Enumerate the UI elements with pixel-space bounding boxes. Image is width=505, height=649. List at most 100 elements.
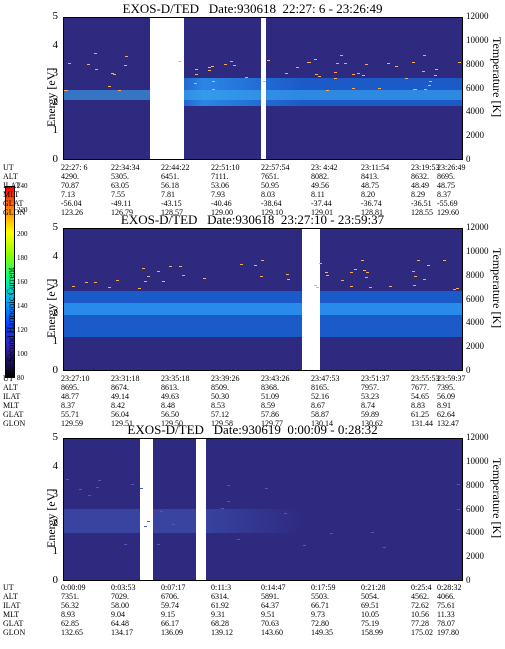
ephemeris-row-label: ILAT	[3, 181, 21, 190]
noise-speck	[435, 68, 439, 70]
ephemeris-value: 64.37	[261, 601, 279, 610]
noise-speck	[394, 66, 398, 68]
noise-speck	[414, 275, 418, 277]
ephemeris-value: 130.62	[361, 419, 383, 428]
noise-speck	[389, 286, 393, 288]
ephemeris-row-label: ILAT	[3, 601, 21, 610]
y2-tick-label: 4000	[466, 317, 484, 328]
ephemeris-value: 129.60	[437, 208, 459, 217]
noise-speck	[424, 89, 428, 91]
y-tick-label: 3	[52, 488, 59, 501]
ephemeris-value: 52.16	[311, 392, 329, 401]
noise-speck	[230, 60, 234, 62]
ephemeris-value: 7111.	[211, 172, 229, 181]
ephemeris-value: 129.77	[261, 419, 283, 428]
y2-tick-label: 10000	[466, 455, 489, 466]
noise-speck	[115, 279, 119, 281]
ephemeris-row: MLT 8.93 9.04 9.15 9.31 9.51 9.73 10.05 10.56 11.…	[0, 610, 505, 619]
y2-tick-label: 6000	[466, 503, 484, 514]
ephemeris-value: 7.55	[111, 190, 125, 199]
noise-speck	[194, 83, 198, 85]
y-tick-label: 5	[52, 431, 59, 443]
noise-speck	[208, 66, 212, 68]
noise-speck	[412, 270, 416, 272]
ephemeris-value: 9.73	[311, 610, 325, 619]
ephemeris-row-label: ILAT	[3, 392, 21, 401]
panel2-spectrogram	[63, 228, 463, 371]
ephemeris-value: 8.29	[411, 190, 425, 199]
noise-speck	[334, 78, 338, 80]
y-tick-label: 4	[52, 38, 59, 51]
y2-tick-label: 12000	[466, 222, 489, 232]
ephemeris-row: GLAT 55.71 56.04 56.50 57.12 57.86 58.87 59.89 6…	[0, 410, 505, 419]
ephemeris-value: 78.07	[437, 619, 455, 628]
ephemeris-value: 8695.	[437, 172, 455, 181]
ephemeris-row: GLAT 62.85 64.48 66.17 68.28 70.63 72.80 75.19 7…	[0, 619, 505, 628]
ephemeris-value: 4066.	[437, 592, 455, 601]
y-tick-label: 4	[52, 249, 59, 262]
noise-speck	[364, 64, 368, 66]
ephemeris-value: 7957.	[361, 383, 379, 392]
ephemeris-value: 49.56	[311, 181, 329, 190]
noise-speck	[404, 78, 408, 80]
ephemeris-value: 129.10	[261, 208, 283, 217]
y2-tick-label: 4000	[466, 106, 484, 117]
ephemeris-value: 129.51	[111, 419, 133, 428]
ephemeris-value: 64.48	[111, 619, 129, 628]
y2-tick-label: 4000	[466, 527, 484, 538]
colorbar-tick-label: 240	[17, 182, 28, 190]
noise-speck	[88, 495, 92, 497]
y2-tick-label: 2000	[466, 341, 484, 352]
ephemeris-value: 48.49	[411, 181, 429, 190]
noise-speck	[325, 274, 329, 276]
noise-speck	[182, 275, 186, 277]
noise-speck	[456, 508, 460, 510]
ephemeris-value: 51.09	[261, 392, 279, 401]
noise-speck	[456, 484, 460, 486]
colorbar-tick-label: 220	[17, 206, 28, 214]
noise-speck	[156, 543, 160, 545]
noise-speck	[97, 479, 101, 481]
noise-speck	[285, 274, 289, 276]
noise-speck	[93, 282, 97, 284]
panel3-title: EXOS-D/TED Date:930619 0:00:09 - 0:28:32	[127, 422, 378, 437]
ephemeris-value: 8.11	[311, 190, 325, 199]
ephemeris-value: 7.81	[161, 190, 175, 199]
ephemeris-value: 8695.	[61, 383, 79, 392]
ephemeris-row: ILAT 70.87 63.05 56.18 53.06 50.95 49.56 48.75 4…	[0, 181, 505, 190]
noise-speck	[354, 269, 358, 271]
noise-speck	[377, 88, 381, 90]
y2-tick-label: 10000	[466, 245, 489, 256]
noise-speck	[84, 282, 88, 284]
ephemeris-value: 0:17:59	[311, 583, 336, 592]
noise-speck	[314, 73, 318, 75]
ephemeris-value: 126.79	[111, 208, 133, 217]
ephemeris-value: 49.14	[111, 392, 129, 401]
ephemeris-value: -40.46	[211, 199, 232, 208]
colorbar-tick-label: 140	[17, 302, 28, 310]
panel1-title: EXOS-D/TED Date:930618 22:27: 6 - 23:26:…	[122, 1, 383, 16]
ephemeris-value: 128.81	[361, 208, 383, 217]
noise-speck	[426, 264, 430, 266]
ephemeris-value: 0:28:32	[437, 583, 462, 592]
noise-speck	[422, 71, 426, 73]
colorbar-tick-label: 100	[17, 350, 28, 358]
ephemeris-row-label: GLON	[3, 208, 26, 217]
ephemeris-value: 130.14	[311, 419, 333, 428]
noise-speck	[65, 89, 69, 91]
y2-tick-label: 2000	[466, 130, 484, 141]
ephemeris-value: 23:47:53	[311, 374, 340, 383]
ephemeris-value: 48.75	[437, 181, 455, 190]
noise-speck	[131, 484, 135, 486]
noise-speck	[335, 62, 339, 64]
noise-speck	[352, 74, 356, 76]
noise-speck	[356, 72, 360, 74]
ephemeris-value: 23:11:54	[361, 163, 390, 172]
noise-speck	[78, 488, 82, 490]
noise-speck	[240, 263, 244, 265]
ephemeris-value: 8.37	[61, 401, 75, 410]
noise-speck	[139, 488, 143, 490]
ephemeris-value: 4290.	[61, 172, 79, 181]
ephemeris-value: 23: 4:42	[311, 163, 338, 172]
noise-speck	[171, 524, 175, 526]
